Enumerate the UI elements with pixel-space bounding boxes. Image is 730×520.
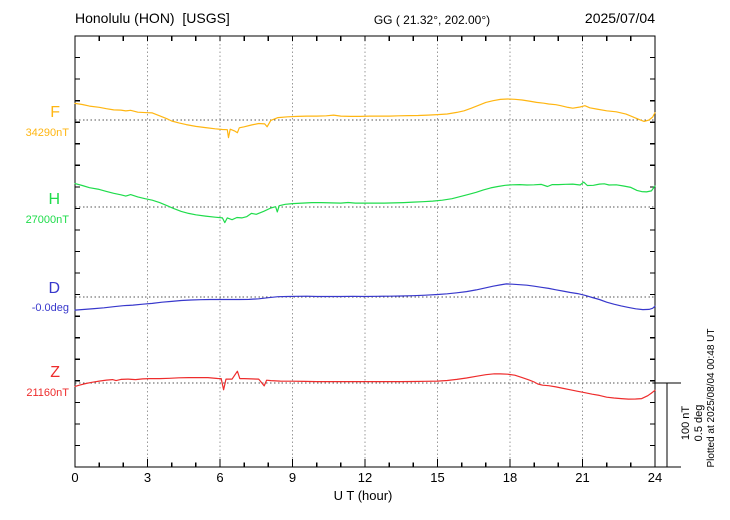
x-tick-label: 6 [216,470,224,485]
geographic-coords: GG ( 21.32°, 202.00°) [373,13,491,27]
component-baseline-F: 34290nT [25,127,69,139]
component-label-F: F [50,104,60,121]
x-tick-label: 24 [647,470,663,485]
series-line-Z [74,370,656,400]
x-tick-label: 18 [502,470,518,485]
x-tick-label: 0 [71,470,79,485]
x-tick-label: 21 [575,470,590,485]
x-axis-label: U T (hour) [333,488,393,503]
scale-bar-label: 100 nT 0.5 deg [680,393,706,453]
series-line-F [74,98,656,139]
plot-date: 2025/07/04 [584,10,655,26]
station-title: Honolulu (HON) [USGS] [75,10,230,26]
component-baseline-H: 27000nT [25,214,69,226]
x-tick-label: 3 [143,470,152,485]
scale-bar-deg-label: 0.5 deg [693,404,705,442]
x-tick-label: 9 [288,470,297,485]
series-line-D [74,283,656,311]
x-tick-label: 12 [357,470,373,485]
x-tick-label: 15 [430,470,445,485]
scale-bar-nt-label: 100 nT [680,405,692,441]
component-baseline-D: -0.0deg [31,302,69,314]
plotted-at-note: Plotted at 2025/08/04 00:48 UT [706,328,717,468]
component-baseline-Z: 21160nT [26,387,69,399]
component-label-H: H [48,191,60,208]
component-label-D: D [48,280,60,297]
component-label-Z: Z [50,364,60,381]
series-line-H [74,181,656,224]
